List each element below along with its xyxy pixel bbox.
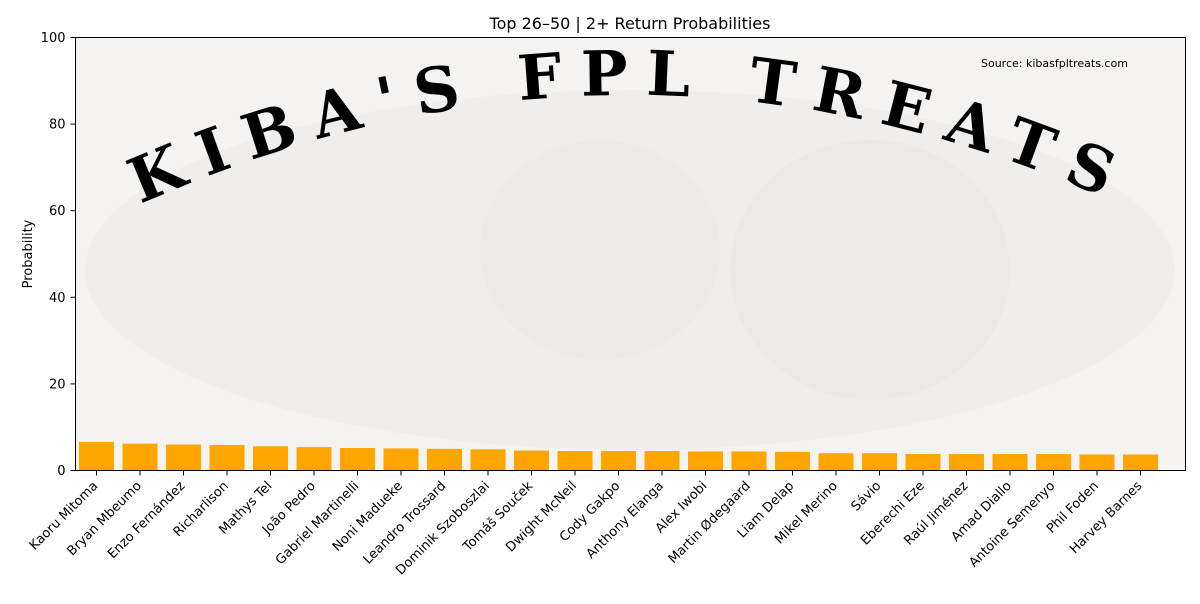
- bar-15: [688, 451, 723, 471]
- bar-20: [905, 454, 941, 471]
- bars-group: [79, 441, 1158, 471]
- x-tick-label: Martin Ødegaard: [666, 479, 754, 567]
- y-tick-label: 20: [49, 377, 66, 392]
- plot-frame: [75, 37, 1186, 471]
- y-tick-label: 80: [49, 118, 66, 133]
- x-tick-label: Anthony Elanga: [584, 479, 667, 562]
- bar-4: [209, 444, 245, 471]
- y-axis: 0 20 40 60 80 100: [41, 31, 76, 479]
- bar-5: [253, 446, 288, 471]
- bar-18: [818, 453, 854, 471]
- bar-22: [992, 454, 1028, 471]
- bar-24: [1079, 454, 1115, 471]
- bar-10: [470, 449, 506, 471]
- y-tick-label: 100: [41, 31, 66, 46]
- x-tick-label: Gabriel Martinelli: [273, 479, 362, 568]
- bar-17: [775, 451, 810, 471]
- x-tick-label: Leandro Trossard: [361, 479, 450, 568]
- bar-19: [862, 453, 897, 471]
- bar-8: [383, 448, 419, 471]
- plot-background: [75, 37, 1186, 471]
- bar-9: [427, 448, 462, 471]
- y-tick-label: 60: [49, 204, 66, 219]
- bar-25: [1123, 454, 1158, 471]
- bar-14: [644, 451, 680, 471]
- x-tick-label: Sávio: [849, 479, 885, 515]
- source-annotation: Source: kibasfpltreats.com: [981, 57, 1128, 70]
- bar-12: [557, 451, 593, 471]
- bar-7: [340, 447, 375, 471]
- x-tick-label: Enzo Fernández: [105, 479, 188, 562]
- y-axis-label: Probability: [21, 219, 36, 288]
- bar-2: [122, 443, 158, 471]
- bar-23: [1036, 454, 1071, 471]
- bar-3: [166, 444, 201, 471]
- bar-1: [79, 441, 114, 471]
- x-tick-label: Bryan Mbeumo: [64, 479, 144, 559]
- bar-6: [296, 447, 332, 471]
- bar-16: [731, 451, 767, 471]
- chart-title: Top 26–50 | 2+ Return Probabilities: [489, 14, 771, 33]
- bar-13: [601, 451, 636, 471]
- y-tick-label: 40: [49, 291, 66, 306]
- y-tick-label: 0: [57, 464, 65, 479]
- bar-11: [514, 450, 549, 471]
- bar-21: [949, 454, 984, 471]
